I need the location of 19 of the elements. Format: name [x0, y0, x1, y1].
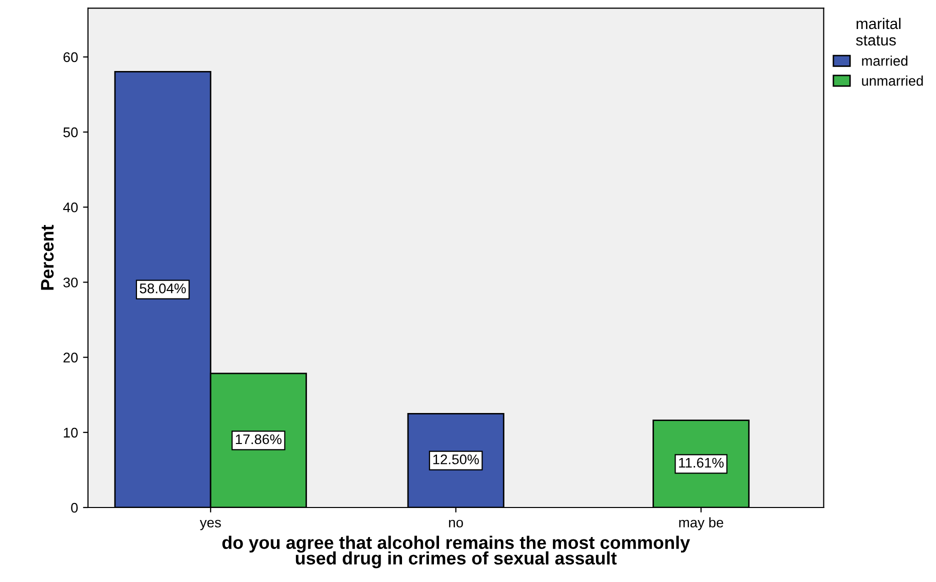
y-tick-label: 20 — [64, 352, 78, 362]
x-tick-label: may be — [679, 517, 724, 530]
y-axis-title: Percent — [41, 224, 54, 290]
data-label: 17.86% — [236, 434, 282, 444]
legend-label: married — [862, 56, 908, 66]
data-label: 12.50% — [433, 454, 479, 464]
y-tick-label: 50 — [63, 127, 78, 138]
x-tick-label: yes — [200, 520, 221, 530]
y-tick-label: 40 — [63, 202, 78, 212]
y-tick-label: 10 — [64, 428, 78, 438]
data-label: 58.04% — [140, 283, 186, 294]
legend-label: unmarried — [862, 76, 923, 86]
y-tick-label: 60 — [64, 52, 78, 62]
y-tick-label: 30 — [63, 278, 78, 288]
legend-title: marital status — [856, 18, 900, 46]
x-axis-title: do you agree that alcohol remains the most commonly used drug in crimes of sexual assault — [222, 536, 690, 568]
y-tick-label: 0 — [71, 502, 78, 513]
x-tick-label: no — [449, 520, 463, 528]
data-label: 11.61% — [679, 458, 724, 468]
